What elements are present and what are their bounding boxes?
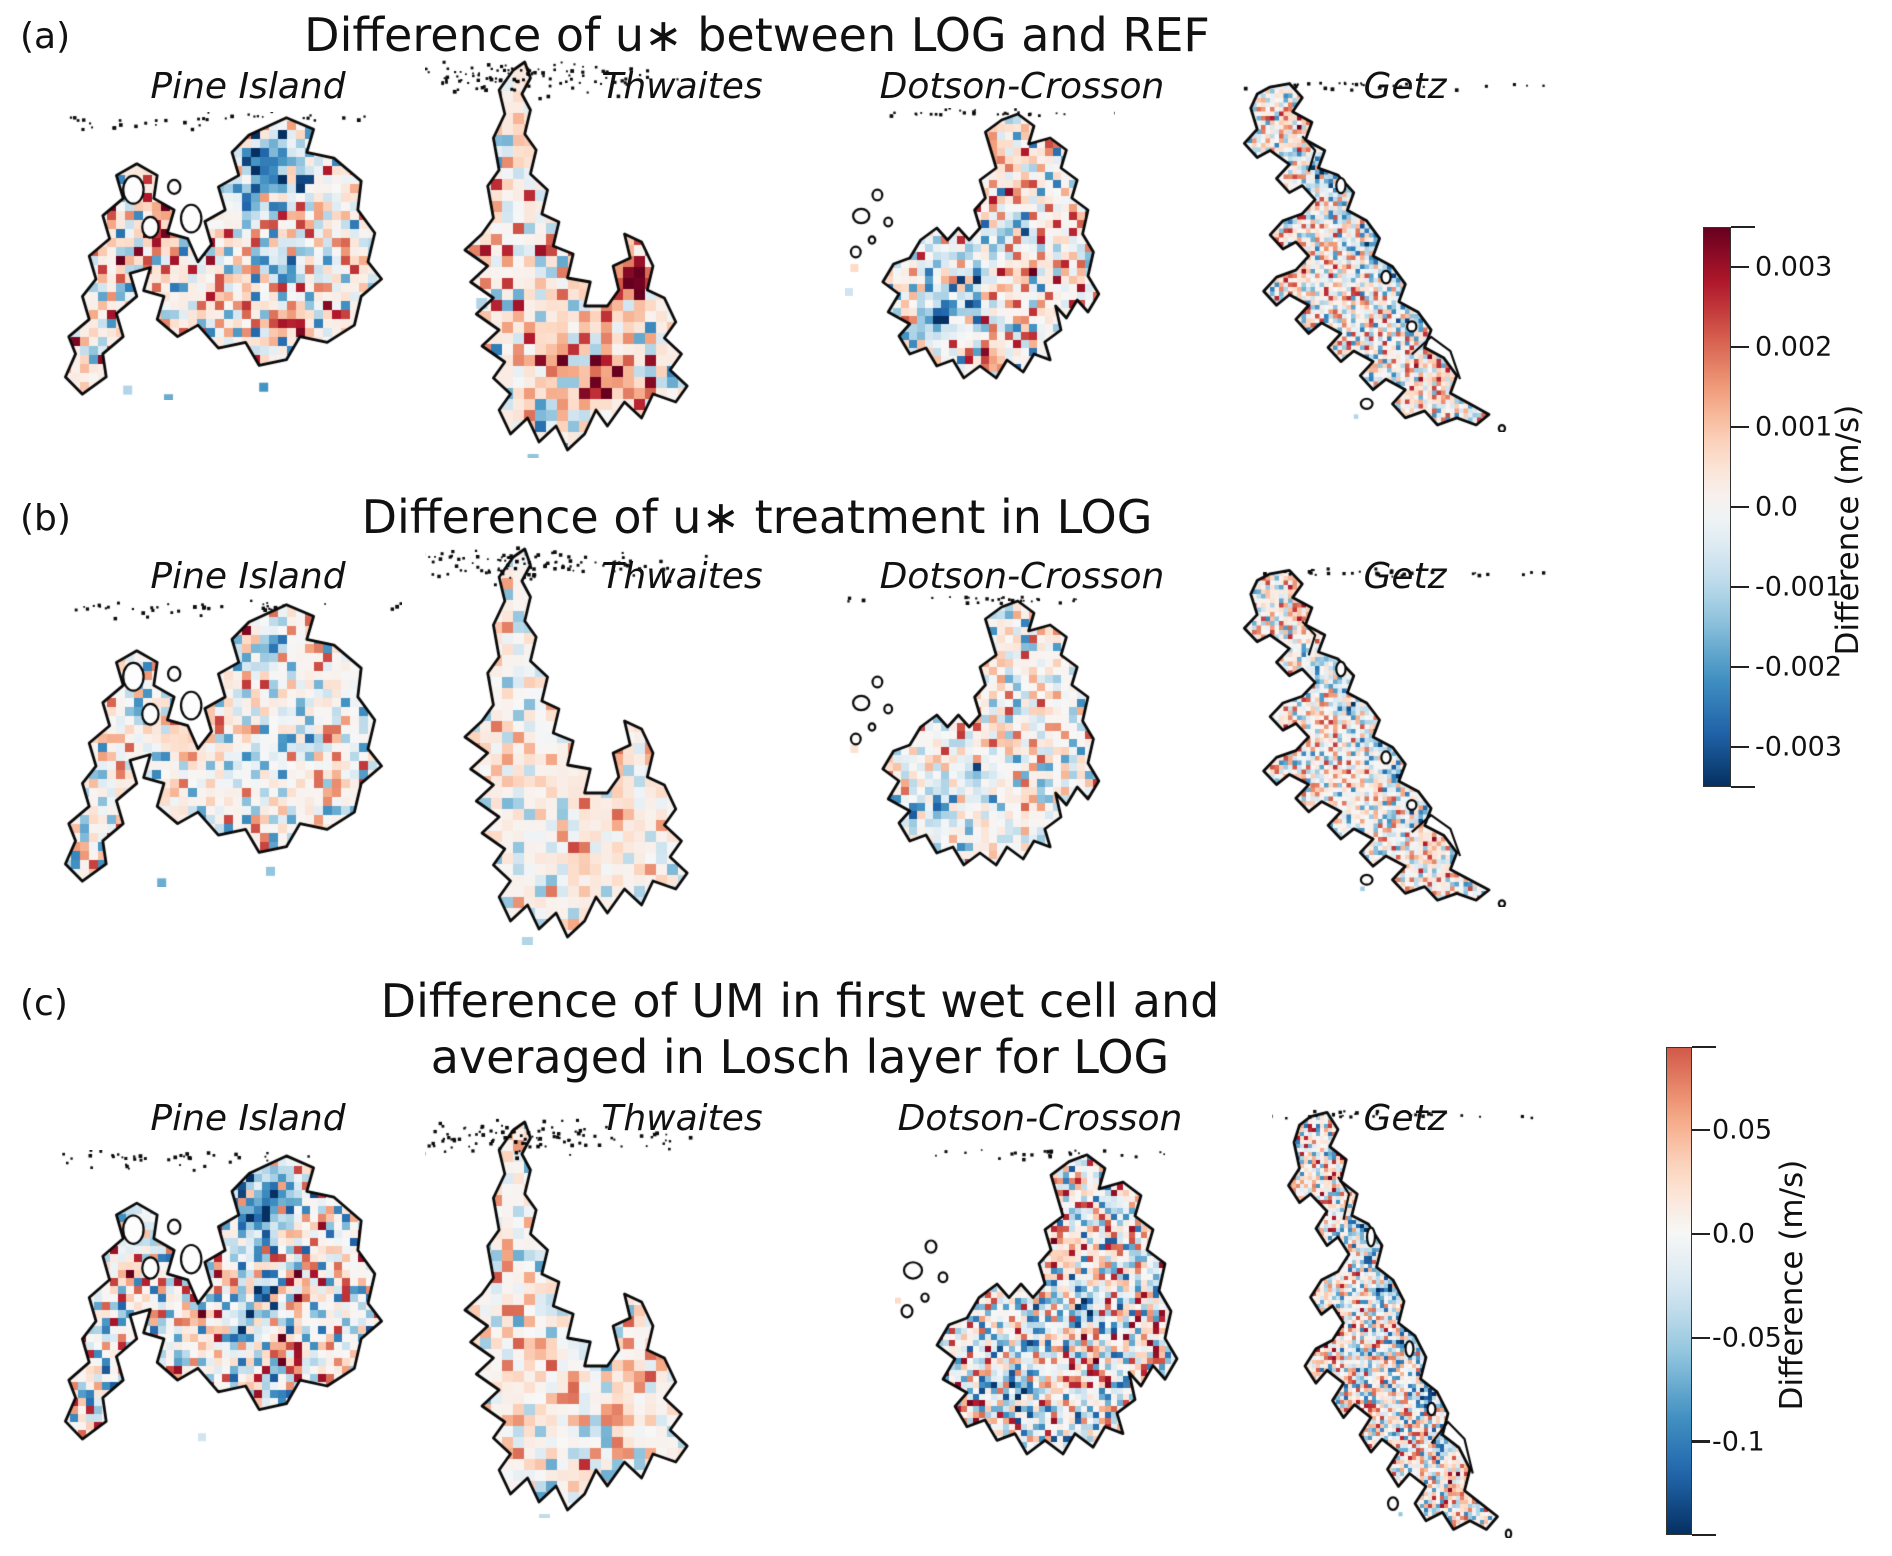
map-dotson-crosson-panel-b bbox=[845, 595, 1115, 895]
map-dotson-crosson-panel-c bbox=[895, 1148, 1195, 1488]
map-label-getz-panel-a: Getz bbox=[1363, 66, 1447, 107]
map-label-pine-island-panel-c: Pine Island bbox=[150, 1098, 346, 1139]
map-getz-panel-a bbox=[1225, 80, 1547, 432]
colorbar-top-tick-label: 0.0 bbox=[1755, 491, 1798, 523]
colorbar-top-tick-label: -0.002 bbox=[1755, 651, 1843, 683]
colorbar-top-tick bbox=[1731, 225, 1755, 229]
colorbar-bottom-tick bbox=[1692, 1336, 1710, 1339]
map-label-dotson-crosson-panel-c: Dotson-Crosson bbox=[897, 1098, 1183, 1139]
map-label-dotson-crosson-panel-a: Dotson-Crosson bbox=[879, 66, 1165, 107]
colorbar-top-tick bbox=[1731, 505, 1749, 509]
colorbar-top-tick bbox=[1731, 425, 1749, 429]
colorbar-bottom-gradient bbox=[1666, 1047, 1692, 1535]
colorbar-bottom-tick bbox=[1692, 1232, 1710, 1236]
colorbar-bottom-tick-label: 0.0 bbox=[1712, 1218, 1755, 1250]
map-pine-island-panel-a bbox=[62, 112, 402, 400]
colorbar-bottom-tick-label: 0.05 bbox=[1712, 1114, 1773, 1146]
map-label-thwaites-panel-a: Thwaites bbox=[601, 66, 763, 107]
panel-b-title: Difference of u∗ treatment in LOG bbox=[361, 490, 1153, 544]
map-label-pine-island-panel-b: Pine Island bbox=[150, 556, 346, 597]
colorbar-top-tick-label: -0.001 bbox=[1755, 571, 1843, 603]
map-label-getz-panel-b: Getz bbox=[1363, 556, 1447, 597]
map-label-dotson-crosson-panel-b: Dotson-Crosson bbox=[879, 556, 1165, 597]
colorbar-top-tick bbox=[1731, 785, 1755, 789]
map-getz-panel-c bbox=[1272, 1108, 1547, 1538]
colorbar-top-gradient bbox=[1703, 227, 1731, 787]
map-label-thwaites-panel-c: Thwaites bbox=[601, 1098, 763, 1139]
panel-c-title: Difference of UM in first wet cell and a… bbox=[381, 973, 1220, 1085]
map-label-thwaites-panel-b: Thwaites bbox=[601, 556, 763, 597]
colorbar-bottom-tick bbox=[1692, 1045, 1716, 1049]
map-thwaites-panel-b bbox=[425, 545, 710, 945]
map-label-getz-panel-c: Getz bbox=[1363, 1098, 1447, 1139]
map-label-pine-island-panel-a: Pine Island bbox=[150, 66, 346, 107]
colorbar-top-label: Difference (m/s) bbox=[1830, 404, 1866, 656]
colorbar-top-tick-label: -0.003 bbox=[1755, 731, 1843, 763]
colorbar-bottom-tick bbox=[1692, 1128, 1710, 1132]
map-getz-panel-b bbox=[1225, 567, 1547, 907]
panel-c-label: (c) bbox=[20, 983, 68, 1024]
colorbar-bottom-label: Difference (m/s) bbox=[1774, 1159, 1810, 1411]
colorbar-top-tick-label: 0.001 bbox=[1755, 411, 1833, 443]
colorbar-top-tick-label: 0.002 bbox=[1755, 331, 1833, 363]
colorbar-top-tick bbox=[1731, 745, 1749, 749]
colorbar-top-tick bbox=[1731, 665, 1749, 669]
panel-c-title-line1: Difference of UM in first wet cell and bbox=[380, 974, 1220, 1028]
colorbar-bottom-tick-label: -0.1 bbox=[1712, 1426, 1765, 1458]
panel-a-label: (a) bbox=[20, 16, 71, 57]
panel-c-title-line2: averaged in Losch layer for LOG bbox=[430, 1030, 1170, 1084]
panel-b-label: (b) bbox=[20, 498, 71, 539]
map-thwaites-panel-c bbox=[425, 1118, 710, 1518]
colorbar-bottom-tick-label: -0.05 bbox=[1712, 1322, 1782, 1354]
colorbar-top-tick bbox=[1731, 345, 1749, 349]
colorbar-top-tick-label: 0.003 bbox=[1755, 251, 1833, 283]
colorbar-top-tick bbox=[1731, 265, 1749, 269]
colorbar-bottom-tick bbox=[1692, 1533, 1716, 1537]
map-pine-island-panel-c bbox=[62, 1150, 402, 1445]
map-pine-island-panel-b bbox=[62, 599, 402, 887]
colorbar-bottom-tick bbox=[1692, 1440, 1710, 1443]
map-thwaites-panel-a bbox=[425, 58, 710, 458]
map-dotson-crosson-panel-a bbox=[845, 108, 1115, 408]
colorbar-top-tick bbox=[1731, 585, 1749, 589]
panel-a-title: Difference of u∗ between LOG and REF bbox=[304, 8, 1210, 62]
